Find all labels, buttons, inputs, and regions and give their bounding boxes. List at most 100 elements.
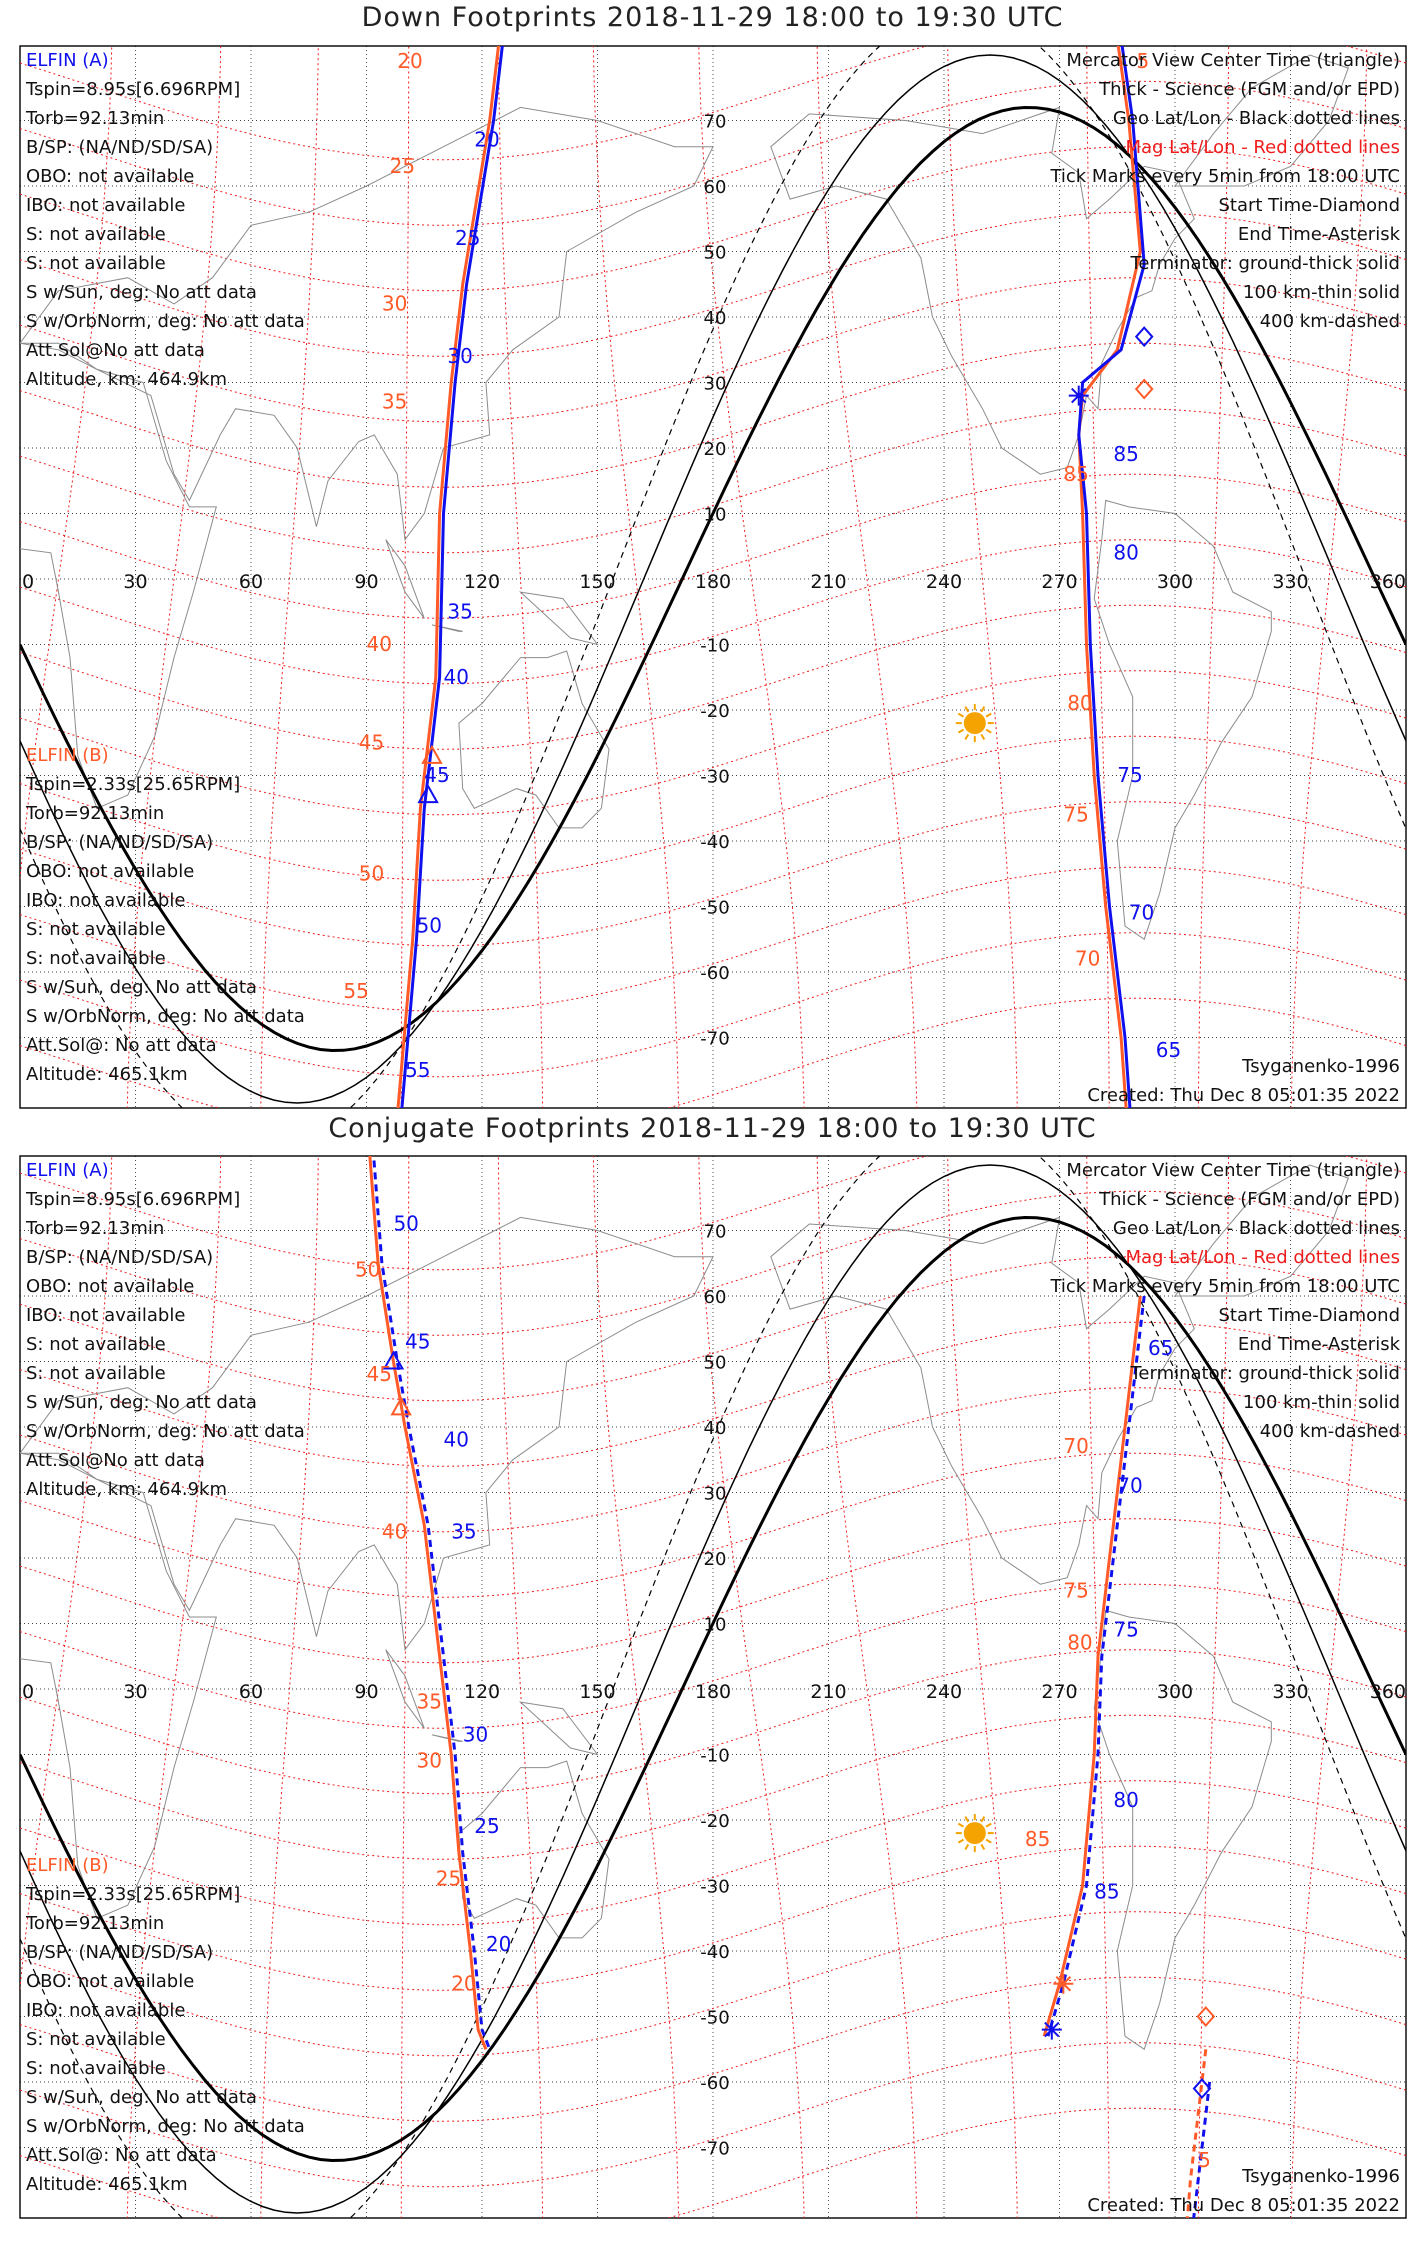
elfin-b-tick-label: 40 [367,632,392,656]
legend-line-7: Terminator: ground-thick solid [1129,1363,1400,1384]
elfin-a-tick-label: 75 [1113,1618,1138,1642]
lat-axis-label: -10 [700,1746,729,1767]
elfin-b-info-line-9: S w/OrbNorm, deg: No att data [26,2116,305,2137]
elfin-a-track [400,46,504,1108]
mag-parallel [20,1911,1406,2057]
lon-axis-label: 240 [926,571,962,593]
elfin-a-tick-label: 55 [405,1058,430,1082]
coastline [385,1649,425,1729]
center-triangle-marker [390,1396,412,1416]
elfin-b-tick-label: 25 [390,154,415,178]
elfin-b-info-line-6: S: not available [26,2029,166,2050]
elfin-b-info-line-4: OBO: not available [26,1971,194,1992]
lon-axis-label: 150 [579,1681,615,1703]
coastline [518,1701,599,1756]
elfin-b-tick-label: 45 [367,1362,392,1386]
legend-line-1: Thick - Science (FGM and/or EPD) [1098,79,1400,100]
elfin-b-tick-label: 50 [359,861,384,885]
elfin-a-info-line-11: Altitude, km: 464.9km [26,1479,227,1500]
lat-axis-label: 70 [704,1222,727,1243]
lon-axis-label: 300 [1157,571,1193,593]
sun-icon [955,1814,994,1853]
elfin-b-track [1185,2049,1208,2218]
lon-axis-label: 0 [22,1681,34,1703]
elfin-b-track [1042,1295,1142,2037]
coastline [20,106,714,542]
legend-line-1: Thick - Science (FGM and/or EPD) [1098,1189,1400,1210]
mag-parallel [20,1845,1406,1991]
elfin-b-tick-label: 50 [355,1257,380,1281]
lat-axis-label: 30 [704,1484,727,1505]
elfin-a-tick-label: 80 [1113,540,1138,564]
mag-parallel [20,1976,1406,2122]
center-triangle-marker [417,784,439,804]
mag-meridian [592,1156,680,2218]
mag-meridian [126,1156,222,2218]
lat-axis-label: -20 [700,701,729,722]
elfin-b-info-line-0: ELFIN (B) [26,1855,109,1876]
elfin-a-tick-label: 30 [463,1722,488,1746]
coastline [770,106,1195,475]
coastline [458,650,610,829]
mag-parallel [20,932,1406,1078]
elfin-b-info-line-7: S: not available [26,2058,166,2079]
lon-axis-label: 90 [354,571,378,593]
terminator-100km [20,1164,1406,2214]
mag-meridian [698,1156,805,2218]
legend-line-5: Start Time-Diamond [1218,1305,1400,1326]
sun-icon [955,704,994,743]
elfin-a-tick-label: 50 [417,914,442,938]
mag-meridian [1197,46,1230,1108]
coastline [431,1734,463,1742]
coastline [1093,1609,1272,2051]
legend-line-4: Tick Marks every 5min from 18:00 UTC [1049,166,1400,187]
legend-line-6: End Time-Asterisk [1238,1334,1401,1355]
lat-axis-label: 60 [704,1287,727,1308]
mag-meridian [592,46,680,1108]
mag-parallel [20,670,1406,816]
panel-title-down: Down Footprints 2018-11-29 18:00 to 19:3… [361,2,1064,33]
elfin-a-tick-label: 85 [1113,442,1138,466]
mag-parallel [20,2042,1406,2188]
mag-parallel [20,46,1406,161]
elfin-b-tick-label: 0 [1137,0,1150,14]
elfin-a-info-line-3: B/SP: (NA/ND/SD/SA) [26,1247,213,1268]
elfin-b-info-line-10: Att.Sol@: No att data [26,2145,217,2166]
elfin-a-tick-label: 65 [1156,1038,1181,1062]
model-label: Tsyganenko-1996 [1241,1056,1400,1077]
mag-parallel [20,604,1406,750]
elfin-b-info-line-2: Torb=92.13min [25,1913,164,1934]
mag-meridian [1086,1156,1110,2218]
mag-parallel [20,1583,1406,1729]
mag-meridian [816,1156,918,2218]
mag-parallel [20,1190,1406,1336]
elfin-a-track [372,1156,492,2050]
lat-axis-label: -70 [700,2139,729,2160]
elfin-a-info-line-10: Att.Sol@No att data [26,340,205,361]
lat-axis-label: 50 [704,1353,727,1374]
elfin-b-info-line-1: Tspin=2.33s[25.65RPM] [25,1884,240,1905]
lon-axis-label: 330 [1272,1681,1308,1703]
elfin-b-tick-label: 75 [1063,1578,1088,1602]
lon-axis-label: 30 [123,571,147,593]
lat-axis-label: 70 [704,112,727,133]
mag-meridian [1086,46,1110,1108]
map-content: 5045403530252065707580855045403530252070… [20,1156,1406,2218]
mag-parallel [20,2107,1406,2218]
lon-axis-label: 180 [695,571,731,593]
elfin-b-tick-label: 40 [382,1519,407,1543]
coastline [20,1216,714,1652]
legend-line-9: 400 km-dashed [1260,311,1400,332]
mag-parallel [20,539,1406,685]
map-content: 2025303540455055858075706520253035404550… [20,0,1406,1108]
coastline [20,1452,217,1919]
elfin-b-tick-label: 25 [436,1867,461,1891]
elfin-b-info-line-3: B/SP: (NA/ND/SD/SA) [26,1942,213,1963]
mag-parallel [20,1780,1406,1926]
elfin-b-info-line-3: B/SP: (NA/ND/SD/SA) [26,832,213,853]
mag-parallel [20,866,1406,1012]
legend-line-6: End Time-Asterisk [1238,224,1401,245]
elfin-b-tick-label: 5 [1198,2148,1211,2172]
elfin-a-info-line-11: Altitude, km: 464.9km [26,369,227,390]
lat-axis-label: -50 [700,898,729,919]
